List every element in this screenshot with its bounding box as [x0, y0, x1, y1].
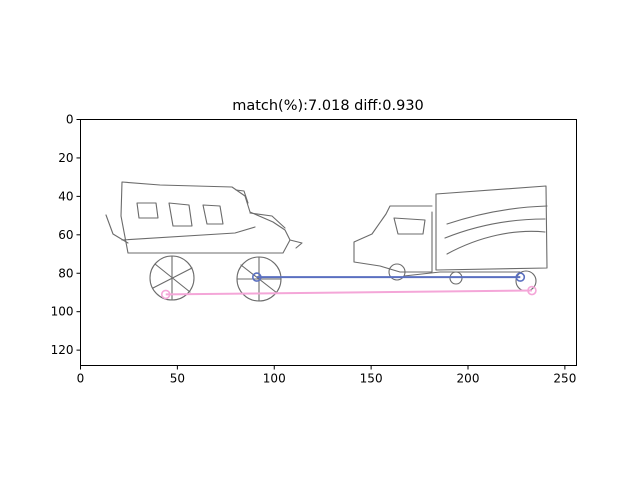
- bus-side-stripe: [105, 214, 256, 244]
- match-point-marker: [527, 285, 537, 296]
- x-tick-label: 250: [553, 372, 576, 386]
- match-point-marker: [515, 272, 526, 282]
- x-tick-label: 0: [77, 372, 85, 386]
- truck-chassis: [403, 271, 521, 277]
- truck-window: [393, 217, 426, 235]
- bus-window-2: [168, 202, 193, 227]
- bus-body-sketch: [120, 181, 291, 254]
- truck-box-stripes: [444, 205, 548, 255]
- y-tick-label: 120: [51, 343, 74, 357]
- y-tick-label: 0: [66, 113, 74, 127]
- image-sketch: [105, 181, 548, 302]
- y-tick-label: 40: [58, 189, 73, 203]
- match-point-marker: [160, 289, 171, 300]
- truck-wheel-front: [388, 263, 406, 281]
- y-axis: 0 20 40 60 80 100 120: [51, 113, 81, 357]
- chart-title: match(%):7.018 diff:0.930: [232, 98, 424, 114]
- truck-box-sketch: [435, 185, 548, 271]
- y-tick-label: 100: [51, 305, 74, 319]
- match-line-2: [165, 289, 532, 296]
- x-axis: 0 50 100 150 200 250: [77, 365, 576, 386]
- x-tick-label: 200: [457, 372, 480, 386]
- x-tick-label: 100: [263, 372, 286, 386]
- bus-front-sketch: [235, 189, 303, 249]
- y-tick-label: 80: [58, 266, 73, 280]
- bus-wheel-spokes: [152, 255, 282, 302]
- bus-window-3: [202, 204, 224, 225]
- match-point-marker: [252, 272, 262, 282]
- y-tick-label: 20: [58, 151, 73, 165]
- truck-cab-sketch: [353, 205, 433, 273]
- bus-window-1: [136, 202, 159, 219]
- axes-frame: [80, 119, 577, 366]
- match-lines: [160, 272, 537, 300]
- x-tick-label: 150: [360, 372, 383, 386]
- y-tick-label: 60: [58, 228, 73, 242]
- x-tick-label: 50: [170, 372, 185, 386]
